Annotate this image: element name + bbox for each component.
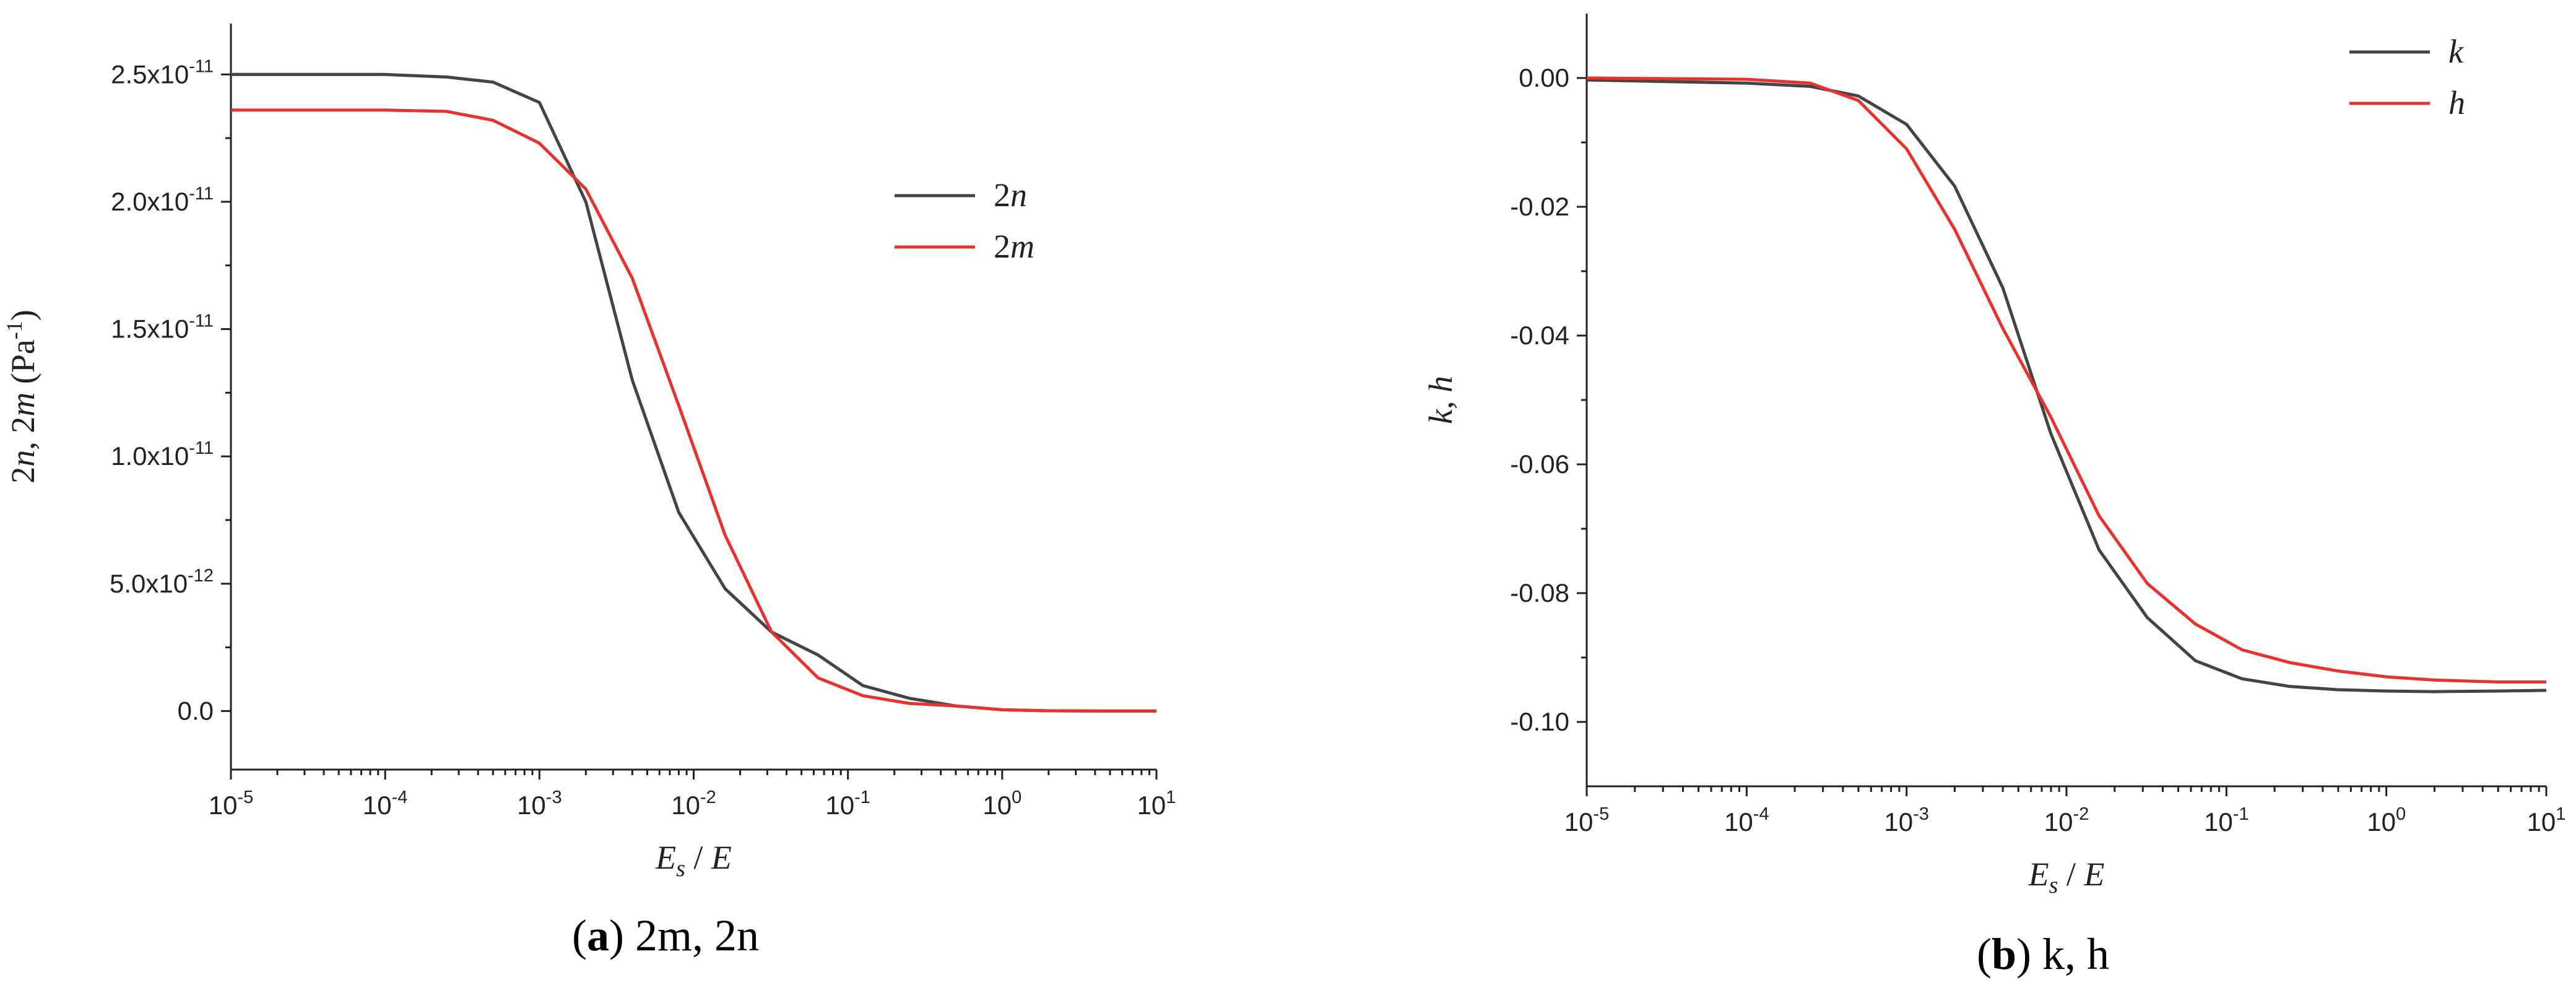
x-tick-label: 10-5 — [209, 788, 254, 820]
y-tick-label: 2.5x10-11 — [111, 56, 214, 89]
legend-label: h — [2448, 84, 2465, 121]
y-tick-label: 1.0x10-11 — [111, 438, 214, 471]
panel-caption: (b) k, h — [1977, 929, 2109, 979]
series-line-2m — [231, 108, 1156, 713]
y-tick-label: -0.04 — [1510, 321, 1569, 350]
x-tick-label: 10-2 — [2044, 804, 2089, 836]
y-tick-label: 2.0x10-11 — [111, 184, 214, 216]
chart-a: 10-5 10-4 10-3 10-2 10-1 100 101 0.0 5.0x10-12 1.… — [2, 24, 1176, 960]
x-tick-label: 10-5 — [1564, 804, 1610, 836]
x-tick-label: 101 — [1137, 788, 1176, 820]
series-line-k — [1586, 78, 2547, 693]
y-tick-label: 0.00 — [1519, 63, 1569, 92]
x-tick-label: 100 — [982, 788, 1021, 820]
x-tick-label: 10-2 — [671, 788, 716, 820]
y-axis-title: k, h — [1422, 376, 1459, 424]
y-tick-label: -0.02 — [1510, 192, 1569, 221]
x-tick-label: 100 — [2367, 804, 2406, 836]
y-tick-label: -0.06 — [1510, 449, 1569, 479]
x-axis-title: Es / E — [2028, 856, 2105, 898]
y-tick-label: 1.5x10-11 — [111, 311, 214, 344]
series-line-h — [1586, 76, 2546, 684]
x-tick-label: 10-3 — [517, 788, 562, 820]
legend-label: 2m — [994, 228, 1034, 265]
x-tick-label: 10-1 — [2204, 804, 2249, 836]
x-tick-label: 10-3 — [1884, 804, 1929, 836]
y-tick-label: -0.08 — [1510, 578, 1569, 607]
legend-label: k — [2448, 33, 2464, 70]
legend-label: 2n — [994, 176, 1027, 214]
y-axis-title: 2n, 2m (Pa-1) — [2, 310, 41, 483]
chart-b: 10-5 10-4 10-3 10-2 10-1 100 101 0.00 -0.02 -0.04… — [1422, 14, 2565, 979]
y-tick-label: 5.0x10-12 — [110, 566, 214, 598]
x-tick-label: 10-4 — [1724, 804, 1769, 836]
series-line-2n — [231, 72, 1156, 713]
x-tick-label: 101 — [2527, 804, 2566, 836]
y-tick-label: -0.10 — [1510, 707, 1569, 736]
x-tick-label: 10-4 — [363, 788, 408, 820]
x-axis-title: Es / E — [655, 839, 732, 882]
x-tick-label: 10-1 — [825, 788, 870, 820]
y-tick-label: 0.0 — [178, 696, 214, 725]
panel-caption: (a) 2m, 2n — [572, 911, 759, 960]
